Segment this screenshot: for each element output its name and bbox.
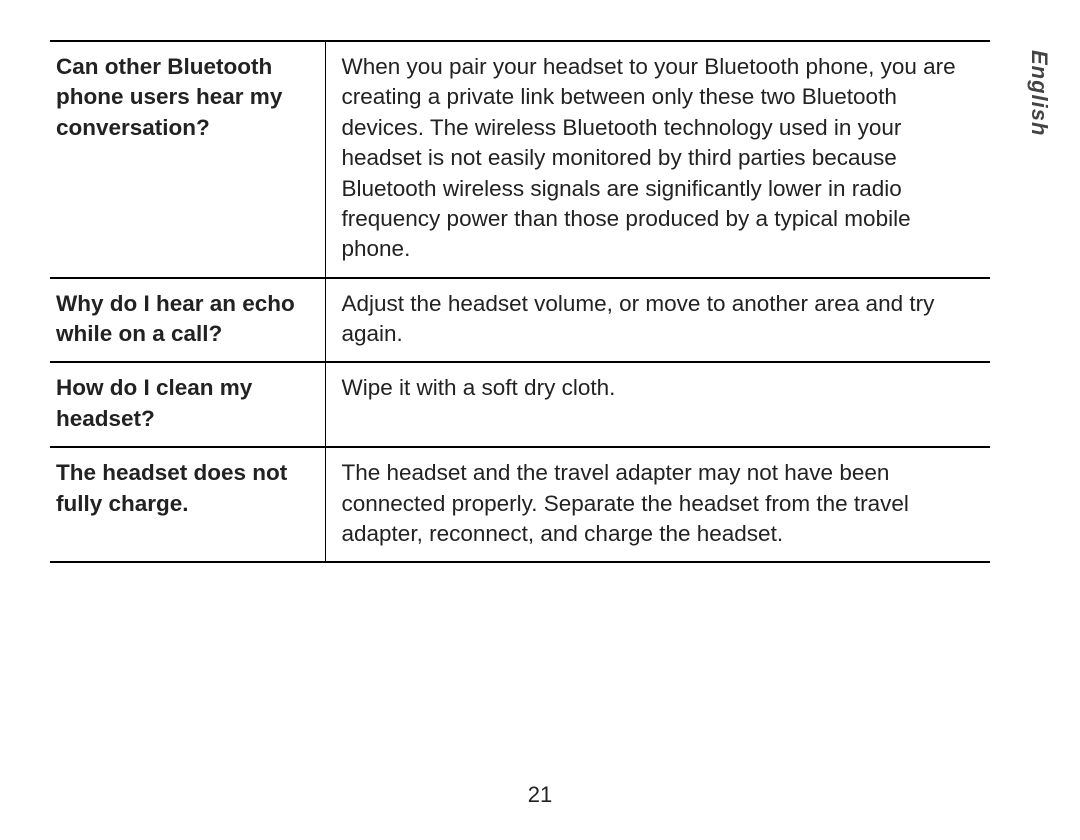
table-row: The headset does not fully charge. The h… [50, 447, 990, 562]
page-number: 21 [0, 782, 1080, 808]
faq-answer: When you pair your headset to your Bluet… [325, 41, 990, 278]
table-row: How do I clean my headset? Wipe it with … [50, 362, 990, 447]
faq-answer: Wipe it with a soft dry cloth. [325, 362, 990, 447]
faq-answer: Adjust the headset volume, or move to an… [325, 278, 990, 363]
table-row: Can other Bluetooth phone users hear my … [50, 41, 990, 278]
faq-question: How do I clean my headset? [50, 362, 325, 447]
language-tab: English [1026, 50, 1052, 136]
faq-question: Can other Bluetooth phone users hear my … [50, 41, 325, 278]
faq-answer: The headset and the travel adapter may n… [325, 447, 990, 562]
faq-question: The headset does not fully charge. [50, 447, 325, 562]
manual-page: English Can other Bluetooth phone users … [0, 0, 1080, 840]
faq-question: Why do I hear an echo while on a call? [50, 278, 325, 363]
faq-table: Can other Bluetooth phone users hear my … [50, 40, 990, 563]
table-row: Why do I hear an echo while on a call? A… [50, 278, 990, 363]
